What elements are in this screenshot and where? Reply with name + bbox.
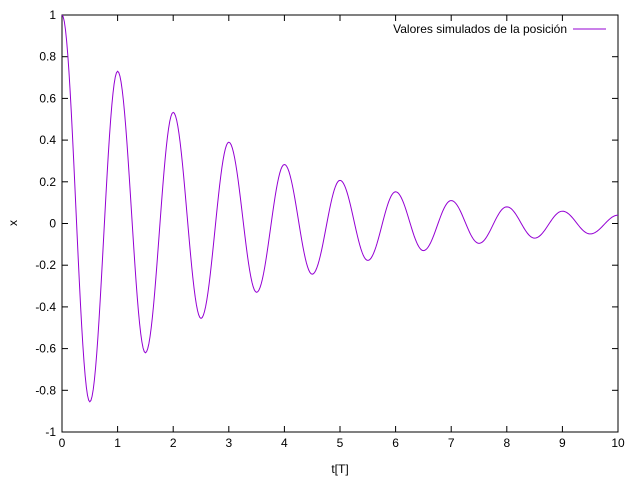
- x-tick-label: 0: [59, 436, 66, 450]
- series-line: [61, 14, 619, 403]
- y-axis-label: x: [6, 220, 20, 226]
- x-tick-label: 1: [114, 436, 121, 450]
- x-tick-label: 4: [281, 436, 288, 450]
- x-tick-label: 3: [225, 436, 232, 450]
- x-tick-label: 7: [448, 436, 455, 450]
- axis-ticks: [61, 14, 619, 433]
- y-tick-label: 0.2: [39, 175, 56, 189]
- y-tick-label: -0.8: [35, 383, 56, 397]
- plot-frame: [61, 14, 619, 433]
- x-tick-label: 6: [392, 436, 399, 450]
- y-tick-label: 1: [49, 8, 56, 22]
- legend: Valores simulados de la posición: [393, 22, 606, 36]
- series-layer: [61, 14, 619, 403]
- y-tick-label: -0.2: [35, 258, 56, 272]
- axis-tick-labels: 0 1 2 3 4 5 6 7 8 9 10 -1 -0.8 -0.6 -0.4 -0.2 0 0.2 0.4 0.6…: [35, 8, 625, 450]
- legend-label: Valores simulados de la posición: [393, 22, 567, 36]
- x-tick-label: 8: [503, 436, 510, 450]
- x-tick-label: 2: [170, 436, 177, 450]
- x-tick-label: 10: [611, 436, 625, 450]
- y-tick-label: 0.8: [39, 50, 56, 64]
- x-axis-label: t[T]: [331, 462, 348, 476]
- y-tick-label: -0.6: [35, 342, 56, 356]
- y-tick-label: -0.4: [35, 300, 56, 314]
- y-tick-label: 0.4: [39, 133, 56, 147]
- y-tick-label: 0.6: [39, 91, 56, 105]
- x-tick-label: 5: [337, 436, 344, 450]
- x-tick-label: 9: [559, 436, 566, 450]
- y-tick-label: -1: [45, 425, 56, 439]
- y-tick-label: 0: [49, 217, 56, 231]
